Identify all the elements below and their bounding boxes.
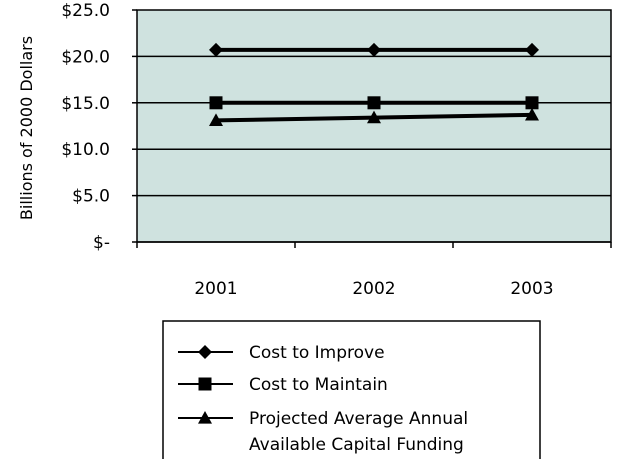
legend-label: Cost to Maintain: [249, 375, 388, 395]
diamond-marker: [367, 42, 381, 57]
y-tick-label: $5.0: [72, 187, 110, 207]
y-tick-label: $25.0: [61, 1, 110, 21]
series-triangle: [209, 107, 539, 127]
y-tick-label: $20.0: [61, 47, 110, 67]
legend-diamond-icon: [198, 345, 212, 359]
square-marker: [525, 96, 539, 110]
x-tick-label: 2001: [194, 279, 237, 299]
y-axis-title: Billions of 2000 Dollars: [17, 36, 36, 220]
legend-label: Projected Average Annual: [249, 409, 468, 429]
triangle-marker: [209, 113, 223, 127]
legend-label: Available Capital Funding: [249, 435, 464, 455]
x-tick-label: 2002: [352, 279, 395, 299]
legend-box: [162, 320, 541, 459]
triangle-marker: [525, 107, 539, 121]
square-marker: [209, 96, 223, 110]
legend-label: Cost to Improve: [249, 343, 385, 363]
y-tick-label: $15.0: [61, 94, 110, 114]
series-square: [209, 96, 539, 110]
legend-square-icon: [198, 377, 212, 391]
legend-item: Cost to Maintain: [178, 375, 388, 395]
diamond-marker: [209, 42, 223, 57]
series-diamond: [209, 42, 539, 57]
square-marker: [367, 96, 381, 110]
x-tick-label: 2003: [510, 279, 553, 299]
y-tick-label: $10.0: [61, 140, 110, 160]
legend-item: Projected Average Annual Available Capita…: [178, 409, 468, 455]
y-tick-label: $-: [93, 233, 110, 253]
diamond-marker: [525, 42, 539, 57]
legend-triangle-icon: [198, 411, 212, 424]
triangle-marker: [367, 110, 381, 124]
legend-item: Cost to Improve: [178, 343, 385, 363]
